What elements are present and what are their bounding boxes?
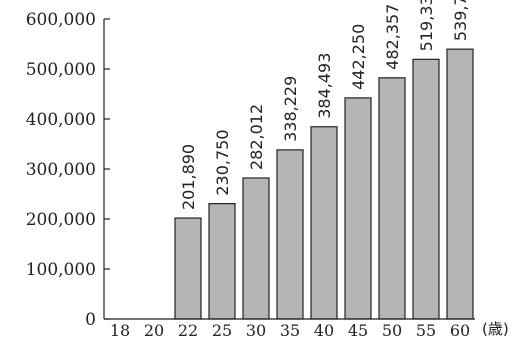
bar: [344, 97, 372, 320]
y-tick-label: 200,000: [26, 210, 96, 230]
x-axis-unit-label: (歳): [482, 320, 509, 338]
bars: 201,890 230,750 282,012 338,229 384,493 442,2…: [174, 0, 474, 320]
bar-data-label: 539,7: [451, 0, 470, 41]
y-axis: 0 100,000 200,000 300,000 400,000 500,000 600,…: [26, 10, 110, 330]
bar: [276, 149, 304, 320]
bar-data-label: 384,493: [315, 53, 334, 119]
bar: [412, 58, 440, 320]
y-tick-label: 300,000: [26, 160, 96, 180]
bar: [242, 177, 270, 320]
x-tick-label: 20: [144, 321, 164, 340]
bar-data-label: 282,012: [247, 104, 266, 170]
x-tick-label: 30: [246, 321, 266, 340]
x-tick-label: 18: [110, 321, 130, 340]
bar: [446, 48, 474, 320]
bar: [208, 203, 236, 320]
y-tick-label: 100,000: [26, 260, 96, 280]
x-tick-label: 45: [348, 321, 368, 340]
bar-data-label: 230,750: [213, 129, 232, 195]
bar: [378, 77, 406, 320]
x-tick-label: 40: [314, 321, 334, 340]
x-tick-label: 22: [178, 321, 198, 340]
bar-data-label: 442,250: [349, 24, 368, 90]
bar-data-label: 201,890: [179, 144, 198, 210]
bar: [174, 217, 202, 320]
x-axis: 18 20 22 25 30 35 40 45 50 55 60: [104, 318, 475, 340]
x-tick-label: 25: [212, 321, 232, 340]
bar-data-label: 338,229: [281, 76, 300, 142]
x-tick-label: 55: [416, 321, 436, 340]
x-tick-label: 60: [450, 321, 470, 340]
y-tick-label: 500,000: [26, 60, 96, 80]
y-tick-label: 0: [85, 310, 96, 330]
bar: [310, 126, 338, 320]
bar-data-label: 482,357: [383, 4, 402, 70]
y-tick-label: 400,000: [26, 110, 96, 130]
x-tick-label: 35: [280, 321, 300, 340]
y-tick-label: 600,000: [26, 10, 96, 30]
x-tick-label: 50: [382, 321, 402, 340]
bar-data-label: 519,33: [417, 0, 436, 51]
